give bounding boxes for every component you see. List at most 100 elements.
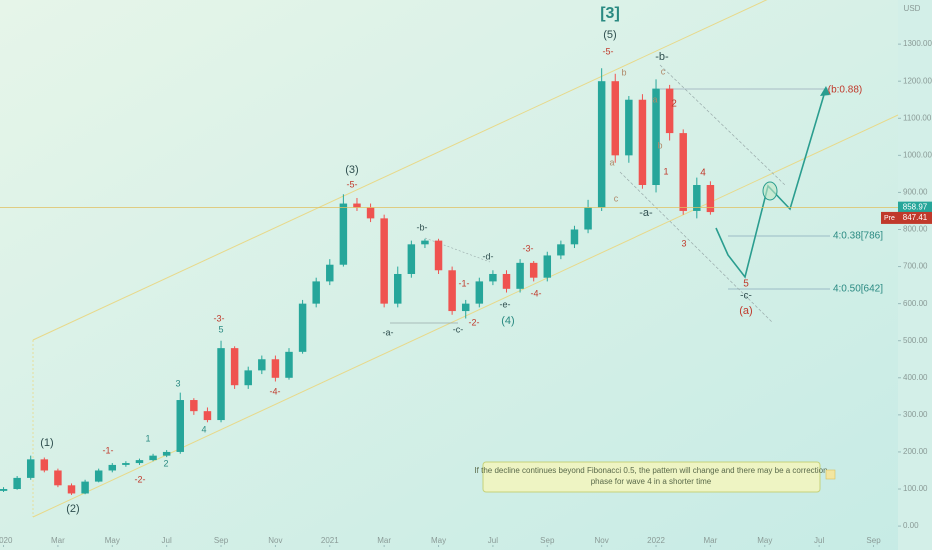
x-tick-label: Nov [595, 536, 609, 545]
wave-label: 4 [700, 168, 706, 179]
x-tick-label: May [105, 536, 120, 545]
x-tick-label: 2021 [321, 536, 339, 545]
wave-label: -c- [740, 291, 752, 302]
y-tick-label: 0.00 [903, 521, 919, 530]
wave-label: -3- [214, 313, 225, 323]
candle-body [67, 485, 76, 494]
pre-tag [881, 211, 932, 224]
pre-name: Pre [884, 215, 895, 222]
candle-body [597, 81, 606, 208]
wave-label: -4- [531, 288, 542, 298]
candle-body [162, 451, 171, 456]
wave-label: 1 [663, 166, 668, 176]
candle-body [26, 459, 35, 478]
wave-label: (b:0.88) [828, 85, 862, 96]
candle-body [258, 359, 266, 371]
candle-body [529, 262, 538, 278]
candle-body [40, 459, 49, 471]
wave-label: -b- [655, 51, 669, 63]
candle-body [108, 464, 117, 471]
wave-label: a [609, 157, 614, 167]
candle-body [706, 185, 715, 213]
candle-body [54, 470, 62, 486]
triangle-line [424, 237, 491, 263]
candle-body [122, 463, 130, 465]
y-tick-label: 1300.00 [903, 39, 932, 48]
wave-label: -2- [469, 317, 480, 327]
wave-label: -d- [483, 251, 494, 261]
wave-label: -a- [639, 207, 653, 219]
y-tick-label: 1200.00 [903, 76, 932, 85]
candle-body [543, 255, 552, 278]
last-price-label: 858.97 [903, 203, 928, 212]
wedge-upper [659, 64, 786, 186]
candle-body [298, 303, 307, 352]
wave-label: -5- [603, 46, 614, 56]
candle-body [584, 207, 592, 230]
wave-label: c [614, 193, 619, 203]
wave-label: (4) [501, 315, 514, 327]
candle-body [394, 273, 402, 304]
candle-body [0, 489, 8, 491]
candle-body [421, 240, 429, 245]
wave-label: 3 [175, 378, 180, 388]
x-tick-label: May [431, 536, 446, 545]
wave-label: -e- [500, 299, 511, 309]
candle-body [665, 88, 674, 134]
candle-body [489, 273, 497, 282]
candle-body [135, 460, 144, 464]
wave-label: c [661, 66, 666, 76]
y-tick-label: 600.00 [903, 299, 928, 308]
x-tick-label: Sep [540, 536, 555, 545]
candle-body [176, 400, 184, 452]
candle-body [502, 273, 511, 289]
pre-label: 847.41 [903, 213, 928, 222]
candle-body [81, 481, 89, 494]
wave-label: b [657, 140, 662, 150]
target-circle [762, 181, 778, 201]
price-axis-panel [898, 0, 932, 550]
y-tick-label: 900.00 [903, 188, 928, 197]
candle-body [271, 359, 280, 378]
wave-label: -1- [103, 445, 114, 455]
y-tick-label: 1100.00 [903, 113, 932, 122]
x-tick-label: Mar [377, 536, 391, 545]
wave-label: (5) [603, 29, 616, 41]
candle-body [149, 455, 157, 461]
wedge-lower [619, 171, 773, 323]
wave-label: 1 [145, 433, 150, 443]
wave-label: 3 [681, 238, 686, 248]
wave-label: 2 [671, 99, 677, 110]
candle-body [434, 240, 443, 271]
candle-body [190, 400, 198, 412]
last-price-tag [898, 201, 932, 214]
candle-body [625, 99, 633, 156]
y-tick-label: 200.00 [903, 447, 928, 456]
wave-label: 4 [201, 424, 206, 434]
wave-label: -3- [523, 243, 534, 253]
x-tick-label: Sep [214, 536, 229, 545]
candle-body [380, 218, 388, 304]
wave-label: -1- [459, 278, 470, 288]
candle-body [285, 351, 293, 378]
candle-body [353, 203, 361, 208]
candle-body [94, 470, 103, 482]
y-tick-label: 100.00 [903, 484, 928, 493]
y-tick-label: 700.00 [903, 262, 928, 271]
wave-label: 5 [218, 324, 223, 334]
currency-label: USD [904, 4, 921, 13]
note-box [482, 461, 821, 493]
projection-arrow [820, 86, 830, 96]
candle-body [230, 348, 239, 386]
candle-body [652, 88, 660, 186]
note-line: phase for wave 4 in a shorter time [591, 477, 712, 486]
x-tick-label: Mar [704, 536, 718, 545]
candle-body [407, 244, 416, 274]
candle-body [693, 185, 701, 211]
x-tick-label: 2022 [647, 536, 665, 545]
candle-body [217, 348, 225, 421]
x-tick-label: 2020 [0, 536, 13, 545]
candle-body [570, 229, 579, 245]
wave-label: (3) [345, 164, 358, 176]
